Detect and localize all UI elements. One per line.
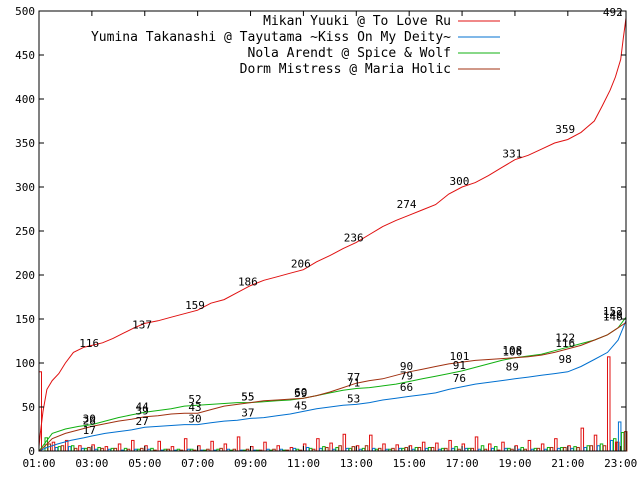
data-labels: 116 137 159 186 206 236 274 300 331 359 492 17 27 30 3… xyxy=(79,6,622,437)
data-label: 17 xyxy=(83,424,96,437)
data-label: 274 xyxy=(397,198,417,211)
data-label: 186 xyxy=(238,275,258,288)
data-label: 331 xyxy=(502,148,522,161)
x-tick-label: 23:00 xyxy=(604,457,637,470)
series-line-1 xyxy=(38,320,627,452)
y-tick-label: 300 xyxy=(15,181,35,194)
x-tick-label: 03:00 xyxy=(75,457,108,470)
legend-label: Dorm Mistress @ Maria Holic xyxy=(240,62,451,77)
y-tick-label: 400 xyxy=(15,93,35,106)
data-label: 30 xyxy=(188,413,201,426)
data-label: 137 xyxy=(132,318,152,331)
data-label: 206 xyxy=(291,258,311,271)
data-label: 300 xyxy=(449,175,469,188)
x-tick-label: 11:00 xyxy=(287,457,320,470)
data-label: 90 xyxy=(400,360,413,373)
y-tick-label: 450 xyxy=(15,49,35,62)
legend-label: Nola Arendt @ Spice & Wolf xyxy=(248,46,452,61)
x-tick-label: 09:00 xyxy=(234,457,267,470)
data-label: 79 xyxy=(400,369,413,382)
data-label: 77 xyxy=(347,371,360,384)
series-line-0 xyxy=(38,17,627,447)
x-tick-label: 17:00 xyxy=(446,457,479,470)
data-label: 122 xyxy=(555,332,575,345)
data-label: 152 xyxy=(603,305,623,318)
axes: 0 50 100 150 200 250 300 350 400 450 500 01:00 03:00… xyxy=(15,5,637,470)
y-tick-label: 0 xyxy=(28,445,35,458)
data-label: 492 xyxy=(603,6,623,19)
data-label: 52 xyxy=(188,393,201,406)
data-label: 55 xyxy=(241,391,254,404)
series-line-2 xyxy=(38,316,627,452)
data-label: 30 xyxy=(83,413,96,426)
legend-label: Yumina Takanashi @ Tayutama ~Kiss On My … xyxy=(91,30,451,45)
data-label: 89 xyxy=(506,361,519,374)
x-tick-label: 13:00 xyxy=(340,457,373,470)
data-label: 236 xyxy=(344,231,364,244)
data-label: 106 xyxy=(502,346,522,359)
data-label: 116 xyxy=(79,337,99,350)
y-tick-label: 250 xyxy=(15,225,35,238)
x-tick-label: 01:00 xyxy=(22,457,55,470)
data-label: 116 xyxy=(555,337,575,350)
data-label: 59 xyxy=(294,387,307,400)
data-label: 108 xyxy=(502,344,522,357)
data-label: 76 xyxy=(453,372,466,385)
data-label: 359 xyxy=(555,123,575,136)
data-label: 55 xyxy=(241,391,254,404)
x-tick-label: 05:00 xyxy=(128,457,161,470)
x-tick-label: 07:00 xyxy=(181,457,214,470)
data-label: 146 xyxy=(603,311,623,324)
data-label: 39 xyxy=(135,405,148,418)
y-tick-label: 150 xyxy=(15,313,35,326)
data-label: 159 xyxy=(185,299,205,312)
data-label: 28 xyxy=(83,414,96,427)
data-label: 37 xyxy=(241,406,254,419)
x-tick-label: 19:00 xyxy=(498,457,531,470)
data-label: 60 xyxy=(294,386,307,399)
data-label: 66 xyxy=(400,381,413,394)
data-label: 98 xyxy=(559,353,572,366)
data-label: 101 xyxy=(449,350,469,363)
data-label: 149 xyxy=(603,308,623,321)
x-tick-label: 21:00 xyxy=(551,457,584,470)
series-lines xyxy=(38,17,627,452)
y-tick-label: 350 xyxy=(15,137,35,150)
series-line-3 xyxy=(38,322,627,452)
data-label: 44 xyxy=(135,400,149,413)
y-tick-label: 200 xyxy=(15,269,35,282)
legend-label: Mikan Yuuki @ To Love Ru xyxy=(263,14,451,29)
data-label: 71 xyxy=(347,377,360,390)
data-label: 45 xyxy=(294,399,307,412)
x-tick-label: 15:00 xyxy=(393,457,426,470)
data-label: 53 xyxy=(347,392,360,405)
y-tick-label: 100 xyxy=(15,357,35,370)
data-label: 27 xyxy=(135,415,148,428)
plot-frame xyxy=(38,10,627,452)
y-tick-label: 500 xyxy=(15,5,35,18)
y-tick-label: 50 xyxy=(22,401,35,414)
data-label: 43 xyxy=(188,401,201,414)
data-label: 91 xyxy=(453,359,466,372)
